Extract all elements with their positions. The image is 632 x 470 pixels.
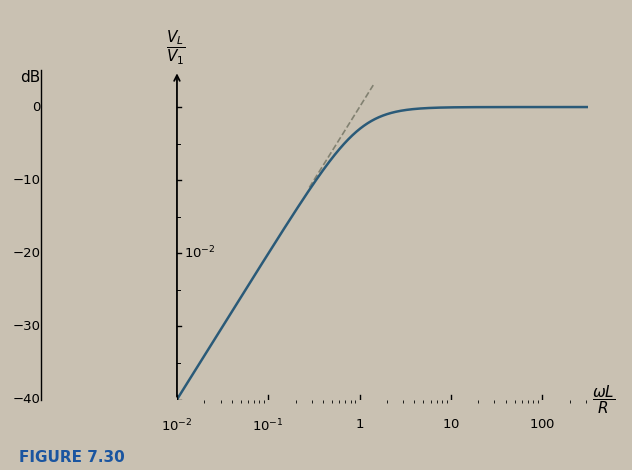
Text: −30: −30 (13, 320, 40, 333)
Text: $10^{-2}$: $10^{-2}$ (161, 418, 193, 434)
Text: $100$: $100$ (529, 418, 556, 431)
Text: −10: −10 (13, 174, 40, 187)
Text: $10$: $10$ (442, 418, 460, 431)
Text: FIGURE 7.30: FIGURE 7.30 (19, 450, 125, 465)
Text: dB: dB (20, 70, 40, 85)
Text: −40: −40 (13, 393, 40, 406)
Text: 0: 0 (32, 101, 40, 114)
Text: $\dfrac{\omega L}{R}$: $\dfrac{\omega L}{R}$ (592, 383, 616, 416)
Text: $1$: $1$ (355, 418, 364, 431)
Text: $10^{-2}$: $10^{-2}$ (183, 245, 215, 262)
Text: $\dfrac{V_L}{V_1}$: $\dfrac{V_L}{V_1}$ (166, 29, 185, 67)
Text: $10^{-1}$: $10^{-1}$ (252, 418, 284, 434)
Text: −20: −20 (13, 247, 40, 260)
